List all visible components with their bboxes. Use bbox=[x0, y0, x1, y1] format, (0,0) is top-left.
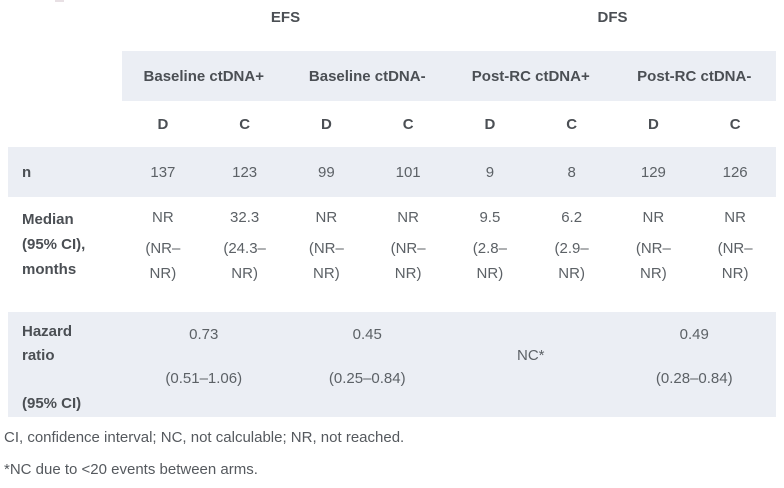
subgroup-spacer bbox=[8, 51, 122, 101]
hazard-value: 0.49 bbox=[679, 326, 709, 343]
median-ci: (NR– NR) bbox=[390, 240, 426, 282]
arm-header: C bbox=[402, 115, 414, 133]
median-ci: (NR– NR) bbox=[717, 240, 753, 282]
median-value: NR bbox=[397, 209, 419, 226]
median-cell: 32.3 (24.3– NR) bbox=[204, 197, 286, 312]
footnote-abbreviations: CI, confidence interval; NC, not calcula… bbox=[4, 429, 405, 446]
hazard-ci: (0.25–0.84) bbox=[328, 370, 406, 387]
hazard-ci: (0.28–0.84) bbox=[655, 370, 733, 387]
n-value: 123 bbox=[232, 163, 258, 181]
arm-header: C bbox=[239, 115, 251, 133]
arm-header: D bbox=[484, 115, 496, 133]
median-ci: (NR– NR) bbox=[308, 240, 344, 282]
outcomes-table: EFS DFS Baseline ctDNA+ Baseline ctDNA- … bbox=[8, 0, 776, 417]
group-header-row: EFS DFS bbox=[8, 0, 776, 51]
n-value: 129 bbox=[640, 163, 666, 181]
median-value: 6.2 bbox=[561, 209, 583, 226]
median-cell: NR (NR– NR) bbox=[694, 197, 776, 312]
group-header-efs: EFS bbox=[270, 9, 301, 26]
hazard-cell-nc: NC* bbox=[449, 312, 613, 417]
arm-header: C bbox=[566, 115, 578, 133]
cropped-text-artifact bbox=[55, 0, 64, 2]
median-ci: (NR– NR) bbox=[145, 240, 181, 282]
median-value: 9.5 bbox=[479, 209, 501, 226]
arm-spacer bbox=[8, 101, 122, 147]
median-value: 32.3 bbox=[230, 209, 260, 226]
hazard-ratio-row: Hazard ratio (95% CI) 0.73 (0.51–1.06) 0… bbox=[8, 312, 776, 417]
arm-header: D bbox=[647, 115, 659, 133]
median-value: NR bbox=[152, 209, 174, 226]
n-value: 9 bbox=[485, 163, 495, 181]
subgroup-baseline-ctdna-pos: Baseline ctDNA+ bbox=[122, 51, 286, 101]
hazard-row-label: Hazard ratio (95% CI) bbox=[22, 323, 82, 412]
n-value: 126 bbox=[722, 163, 748, 181]
subgroup-header-row: Baseline ctDNA+ Baseline ctDNA- Post-RC … bbox=[8, 51, 776, 101]
median-cell: NR (NR– NR) bbox=[122, 197, 204, 312]
hazard-value: NC* bbox=[516, 346, 545, 364]
median-value: NR bbox=[315, 209, 338, 226]
median-cell: NR (NR– NR) bbox=[367, 197, 449, 312]
n-row: n 137 123 99 101 9 8 129 126 bbox=[8, 147, 776, 197]
footnote-nc: *NC due to <20 events between arms. bbox=[4, 461, 258, 478]
median-ci: (24.3– NR) bbox=[223, 240, 266, 282]
median-ci: (2.8– NR) bbox=[472, 240, 507, 282]
hazard-value: 0.73 bbox=[189, 326, 219, 343]
subgroup-postrc-ctdna-pos: Post-RC ctDNA+ bbox=[449, 51, 613, 101]
median-cell: 9.5 (2.8– NR) bbox=[449, 197, 531, 312]
n-value: 8 bbox=[567, 163, 576, 181]
median-ci: (2.9– NR) bbox=[554, 240, 589, 282]
n-value: 137 bbox=[150, 163, 176, 181]
median-value: NR bbox=[642, 209, 665, 226]
hazard-ci: (0.51–1.06) bbox=[165, 370, 243, 387]
median-ci: (NR– NR) bbox=[635, 240, 671, 282]
median-cell: NR (NR– NR) bbox=[613, 197, 695, 312]
subgroup-postrc-ctdna-neg: Post-RC ctDNA- bbox=[612, 51, 776, 101]
arm-header: D bbox=[320, 115, 332, 133]
hazard-cell: 0.49 (0.28–0.84) bbox=[613, 312, 777, 417]
group-header-dfs: DFS bbox=[597, 9, 628, 26]
subgroup-baseline-ctdna-neg: Baseline ctDNA- bbox=[285, 51, 449, 101]
median-cell: NR (NR– NR) bbox=[286, 197, 368, 312]
median-value: NR bbox=[724, 209, 746, 226]
arm-header-row: D C D C D C D C bbox=[8, 101, 776, 147]
arm-header: C bbox=[729, 115, 741, 133]
group-header-spacer bbox=[8, 0, 122, 51]
median-cell: 6.2 (2.9– NR) bbox=[531, 197, 613, 312]
median-row-label: Median (95% CI), months bbox=[22, 211, 86, 278]
footnotes: CI, confidence interval; NC, not calcula… bbox=[4, 428, 774, 480]
median-row: Median (95% CI), months NR (NR– NR) 32.3… bbox=[8, 197, 776, 312]
n-row-label: n bbox=[22, 163, 32, 181]
hazard-cell: 0.45 (0.25–0.84) bbox=[286, 312, 450, 417]
hazard-value: 0.45 bbox=[352, 326, 382, 343]
n-value: 99 bbox=[318, 163, 335, 181]
arm-header: D bbox=[157, 115, 169, 133]
n-value: 101 bbox=[395, 163, 421, 181]
hazard-cell: 0.73 (0.51–1.06) bbox=[122, 312, 286, 417]
